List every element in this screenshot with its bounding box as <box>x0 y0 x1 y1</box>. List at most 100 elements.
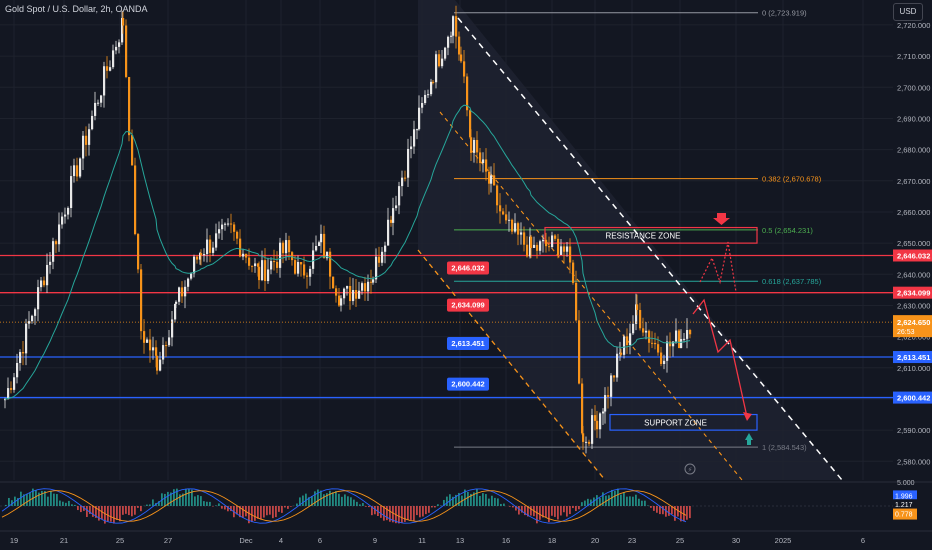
candle-bull <box>352 290 355 302</box>
candle-bull <box>309 268 312 277</box>
candle-bear <box>245 253 248 258</box>
price-axis-badge-label: 2,634.099 <box>897 289 930 298</box>
oscillator-bar <box>5 504 7 506</box>
oscillator-bar <box>389 506 391 522</box>
oscillator-bar <box>218 503 220 506</box>
candle-bear <box>236 231 239 239</box>
candle-bear <box>122 17 125 26</box>
oscillator-bar <box>371 506 373 516</box>
candle-bear <box>554 235 557 239</box>
oscillator-bar <box>20 491 22 506</box>
oscillator-bar <box>56 494 58 506</box>
oscillator-bar <box>44 491 46 506</box>
candle-bull <box>381 251 384 263</box>
candle-bear <box>106 66 109 71</box>
candle-bull <box>623 336 626 355</box>
oscillator-bar <box>392 506 394 523</box>
oscillator-bar <box>242 506 244 518</box>
oscillator-bar <box>560 506 562 516</box>
candle-bear <box>548 246 551 248</box>
oscillator-bar <box>98 506 100 521</box>
oscillator-bar <box>68 500 70 506</box>
candle-bull <box>672 341 675 347</box>
candle-bull <box>206 239 209 255</box>
oscillator-bar <box>350 497 352 506</box>
oscillator-bar <box>401 506 403 524</box>
candle-bull <box>675 330 678 342</box>
oscillator-bar <box>422 506 424 517</box>
candle-bull <box>4 399 7 401</box>
candle-bull <box>37 287 40 310</box>
candle-bear <box>181 287 184 297</box>
candle-bear <box>499 205 502 212</box>
current-price-label: 2,624.650 <box>897 318 930 327</box>
oscillator-bar <box>431 506 433 508</box>
chart-title: Gold Spot / U.S. Dollar, 2h, OANDA <box>5 4 148 14</box>
oscillator-bar <box>602 492 604 506</box>
level-badge <box>447 337 489 351</box>
candle-bull <box>533 244 536 248</box>
oscillator-bar <box>575 506 577 512</box>
candle-bear <box>149 339 152 351</box>
oscillator-bar <box>215 505 217 506</box>
oscillator-bar <box>656 506 658 513</box>
oscillator-bar <box>419 506 421 518</box>
candle-bull <box>508 219 511 221</box>
candle-bull <box>152 347 155 351</box>
oscillator-bar <box>578 506 580 510</box>
oscillator-bar <box>644 500 646 506</box>
candle-bear <box>165 345 168 347</box>
oscillator-bar <box>608 495 610 506</box>
oscillator-axis-label: 5.000 <box>897 480 915 487</box>
candle-bull <box>242 253 245 257</box>
time-tick-label: 30 <box>732 536 740 545</box>
oscillator-bar <box>158 501 160 506</box>
candle-bear <box>523 232 526 245</box>
candle-bull <box>49 261 52 265</box>
price-tick-label: 2,630.000 <box>897 301 930 310</box>
candle-bull <box>52 241 55 262</box>
price-axis-badge <box>893 249 932 262</box>
oscillator-bar <box>263 506 265 518</box>
oscillator-bar <box>416 506 418 516</box>
candle-bear <box>323 233 326 259</box>
candle-bull <box>270 261 273 270</box>
oscillator-bar <box>662 506 664 515</box>
currency-button[interactable]: USD <box>893 3 923 21</box>
resistance-zone-label: RESISTANCE ZONE <box>606 231 681 240</box>
candle-bear <box>55 241 58 245</box>
oscillator-bar <box>23 494 25 506</box>
candle-bull <box>13 377 16 390</box>
candle-bear <box>239 238 242 257</box>
oscillator-bar <box>353 499 355 506</box>
candle-bull <box>566 246 569 252</box>
current-price-countdown: 26:53 <box>897 329 915 336</box>
candle-bull <box>450 35 453 37</box>
candle-bull <box>115 46 118 51</box>
oscillator-bar <box>620 494 622 506</box>
candle-bull <box>392 208 395 223</box>
time-tick-label: 6 <box>861 536 865 545</box>
oscillator-bar <box>680 506 682 522</box>
candle-bear <box>642 328 645 333</box>
oscillator-bar <box>635 494 637 506</box>
oscillator-bar <box>302 495 304 506</box>
oscillator-bar <box>119 506 121 522</box>
candle-bear <box>588 441 591 444</box>
oscillator-bar <box>488 498 490 506</box>
candle-bear <box>291 252 294 261</box>
candle-bull <box>159 359 162 371</box>
candle-bear <box>578 320 581 384</box>
oscillator-bar <box>470 493 472 506</box>
fib-level-label: 1 (2,584.543) <box>762 443 807 452</box>
price-tick-label: 2,680.000 <box>897 146 930 155</box>
time-tick-label: 6 <box>318 536 322 545</box>
oscillator-bar <box>365 506 367 507</box>
price-tick-label: 2,610.000 <box>897 364 930 373</box>
oscillator-bar <box>314 491 316 506</box>
oscillator-bar <box>629 496 631 506</box>
candle-bull <box>473 139 476 153</box>
candle-bear <box>273 261 276 263</box>
oscillator-bar <box>272 506 274 519</box>
